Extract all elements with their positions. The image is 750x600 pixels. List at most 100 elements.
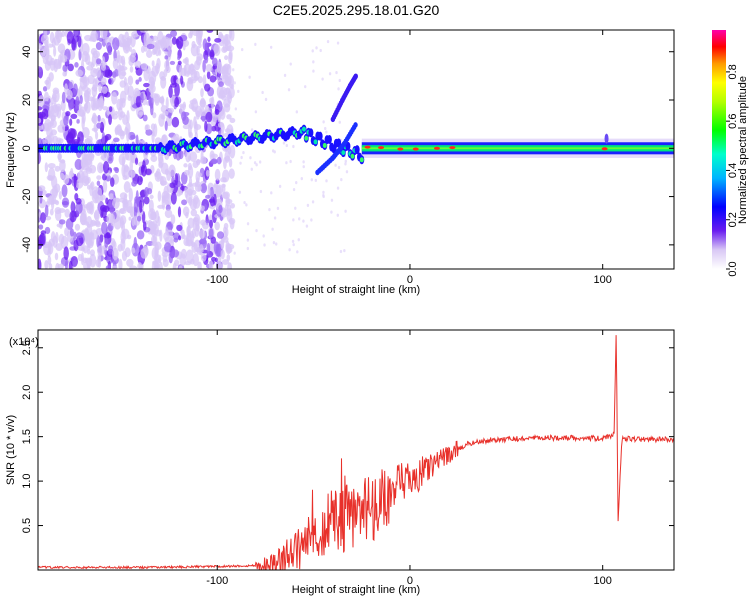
spectrogram-noise-cell	[119, 97, 124, 111]
spectrogram-hotspot	[378, 146, 385, 150]
colorbar-tick-label: 0.0	[727, 261, 739, 276]
spectrogram-noise-cell	[101, 86, 108, 94]
spectrogram-noise-cell	[144, 168, 152, 176]
spectrogram-noise-cell	[153, 93, 161, 104]
spectrogram-noise-cell	[135, 190, 139, 204]
spectrogram-noise-cell	[140, 247, 148, 259]
spectrogram-noise-cell	[118, 197, 126, 203]
spectrogram-noise-cell	[45, 76, 51, 90]
spectrogram-noise-cell	[98, 84, 102, 93]
spectrogram-noise-cell	[46, 174, 54, 181]
spectrogram-noise-cell	[75, 201, 83, 214]
spectrogram-noise-cell	[283, 73, 287, 77]
spectrogram-noise-cell	[108, 245, 113, 252]
spectrogram-noise-cell	[46, 54, 53, 66]
spectrogram-track-peak	[301, 126, 306, 132]
spectrogram-noise-cell	[164, 168, 169, 176]
spectrogram-noise-cell	[102, 161, 110, 174]
spectrogram-noise-cell	[38, 224, 44, 230]
spectrogram-x-ticks: -100 0 100	[206, 30, 612, 286]
spectrogram-noise-cell	[43, 91, 49, 103]
spectrogram-noise-cell	[292, 218, 295, 222]
spectrogram-noise-cell	[90, 181, 95, 190]
spectrogram-noise-cell	[94, 209, 100, 222]
spectrogram-noise-cell	[294, 206, 297, 210]
spectrogram-noise-cell	[276, 206, 280, 210]
spectrogram-noise-cell	[127, 95, 132, 102]
spectrogram-noise-cell	[70, 113, 78, 119]
spectrogram-noise-cell	[95, 131, 99, 140]
spectrogram-noise-cell	[68, 81, 73, 91]
snr-y-tick-label: 2.0	[21, 385, 33, 400]
spectrogram-noise-cell	[52, 235, 58, 248]
spectrogram-noise-cell	[214, 38, 222, 43]
spectrogram-noise-cell	[151, 211, 157, 221]
spectrogram-noise-cell	[269, 45, 273, 49]
spectrogram-noise-cell	[215, 185, 222, 198]
spectrogram-noise-cell	[225, 240, 230, 252]
spectrogram-track-cell	[326, 134, 332, 144]
spectrogram-noise-cell	[47, 162, 56, 169]
spectrogram-noise-cell	[176, 224, 183, 232]
spectrogram-noise-cell	[254, 110, 258, 114]
spectrogram-noise-cell	[204, 120, 208, 132]
spectrogram-noise-cell	[96, 122, 102, 129]
spectrogram-track-cell	[336, 138, 342, 148]
spectrogram-noise-cell	[214, 168, 221, 181]
spectrogram-noise-cell	[61, 122, 66, 134]
spectrogram-noise-cell	[325, 179, 328, 183]
spectrogram-noise-cell	[57, 43, 66, 54]
spectrogram-hotspot	[601, 147, 608, 151]
spectrogram-noise-cell	[186, 226, 190, 236]
spectrogram-noise-cell	[184, 186, 188, 193]
spectrogram-noise-cell	[145, 124, 150, 131]
spectrogram-noise-cell	[205, 218, 211, 224]
spectrogram-noise-cell	[177, 60, 182, 66]
spectrogram-noise-cell	[102, 106, 109, 111]
spectrogram-noise-cell	[81, 170, 89, 184]
spectrogram-noise-cell	[167, 107, 175, 113]
spectrogram-noise-cell	[242, 150, 245, 155]
spectrogram-noise-cell	[240, 47, 244, 52]
spectrogram-noise-cell	[200, 87, 204, 98]
spectrogram-noise-cell	[44, 135, 53, 145]
spectrogram-noise-cell	[56, 223, 63, 228]
spectrogram-noise-cell	[319, 48, 322, 53]
spectrogram-noise-cell	[240, 155, 243, 160]
spectrogram-noise-cell	[145, 241, 154, 246]
spectrogram-noise-cell	[171, 36, 177, 45]
spectrogram-noise-cell	[49, 31, 55, 44]
spectrogram-noise-cell	[90, 47, 98, 56]
spectrogram-noise-cell	[188, 196, 193, 206]
spectrogram-noise-cell	[278, 184, 282, 188]
spectrogram-noise-cell	[344, 159, 348, 163]
spectrogram-x-tick-label: -100	[206, 274, 228, 286]
spectrogram-noise-cell	[119, 208, 125, 214]
spectrogram-heatmap	[38, 30, 674, 269]
spectrogram-noise-cell	[143, 68, 150, 82]
spectrogram-noise-cell	[194, 227, 200, 238]
spectrogram-noise-cell	[182, 124, 190, 130]
spectrogram-noise-cell	[140, 92, 144, 104]
spectrogram-noise-cell	[216, 85, 224, 99]
spectrogram-noise-cell	[173, 237, 179, 243]
spectrogram-noise-cell	[169, 60, 176, 65]
spectrogram-noise-cell	[154, 258, 161, 264]
spectrogram-noise-cell	[210, 153, 219, 159]
spectrogram-noise-cell	[224, 55, 229, 61]
spectrogram-noise-cell	[225, 198, 233, 204]
spectrogram-noise-cell	[124, 82, 130, 96]
spectrogram-noise-cell	[165, 96, 169, 110]
spectrogram-noise-cell	[194, 60, 201, 71]
spectrogram-noise-cell	[81, 246, 86, 252]
snr-y-label: SNR (10 * v/v)	[5, 415, 17, 485]
spectrogram-noise-cell	[112, 37, 120, 51]
spectrogram-noise-cell	[183, 237, 190, 247]
spectrogram-noise-cell	[337, 165, 341, 170]
spectrogram-noise-cell	[112, 265, 118, 269]
spectrogram-noise-cell	[148, 70, 157, 85]
spectrogram-noise-cell	[44, 226, 51, 235]
spectrogram-noise-cell	[245, 203, 248, 207]
spectrogram-noise-cell	[114, 110, 119, 116]
